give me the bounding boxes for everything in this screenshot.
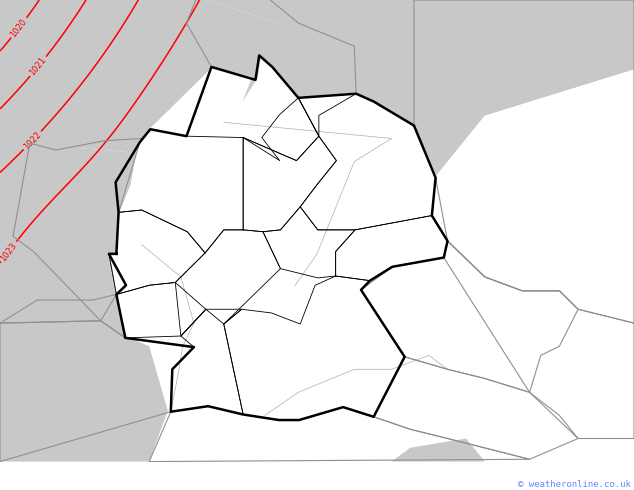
Text: 1023: 1023 (0, 241, 18, 263)
Text: © weatheronline.co.uk: © weatheronline.co.uk (518, 480, 631, 489)
Polygon shape (205, 0, 634, 175)
Text: Surface pressure [hPa] Arpege-eu: Surface pressure [hPa] Arpege-eu (3, 469, 219, 479)
Text: 1021: 1021 (28, 55, 48, 77)
Polygon shape (0, 0, 168, 462)
Polygon shape (0, 0, 280, 152)
Text: 1020: 1020 (9, 17, 29, 39)
Polygon shape (392, 439, 485, 462)
Text: 1022: 1022 (22, 130, 43, 151)
Text: Mo 27-05-2024 06:00 UTC (18+36): Mo 27-05-2024 06:00 UTC (18+36) (422, 469, 631, 479)
Polygon shape (261, 0, 634, 124)
